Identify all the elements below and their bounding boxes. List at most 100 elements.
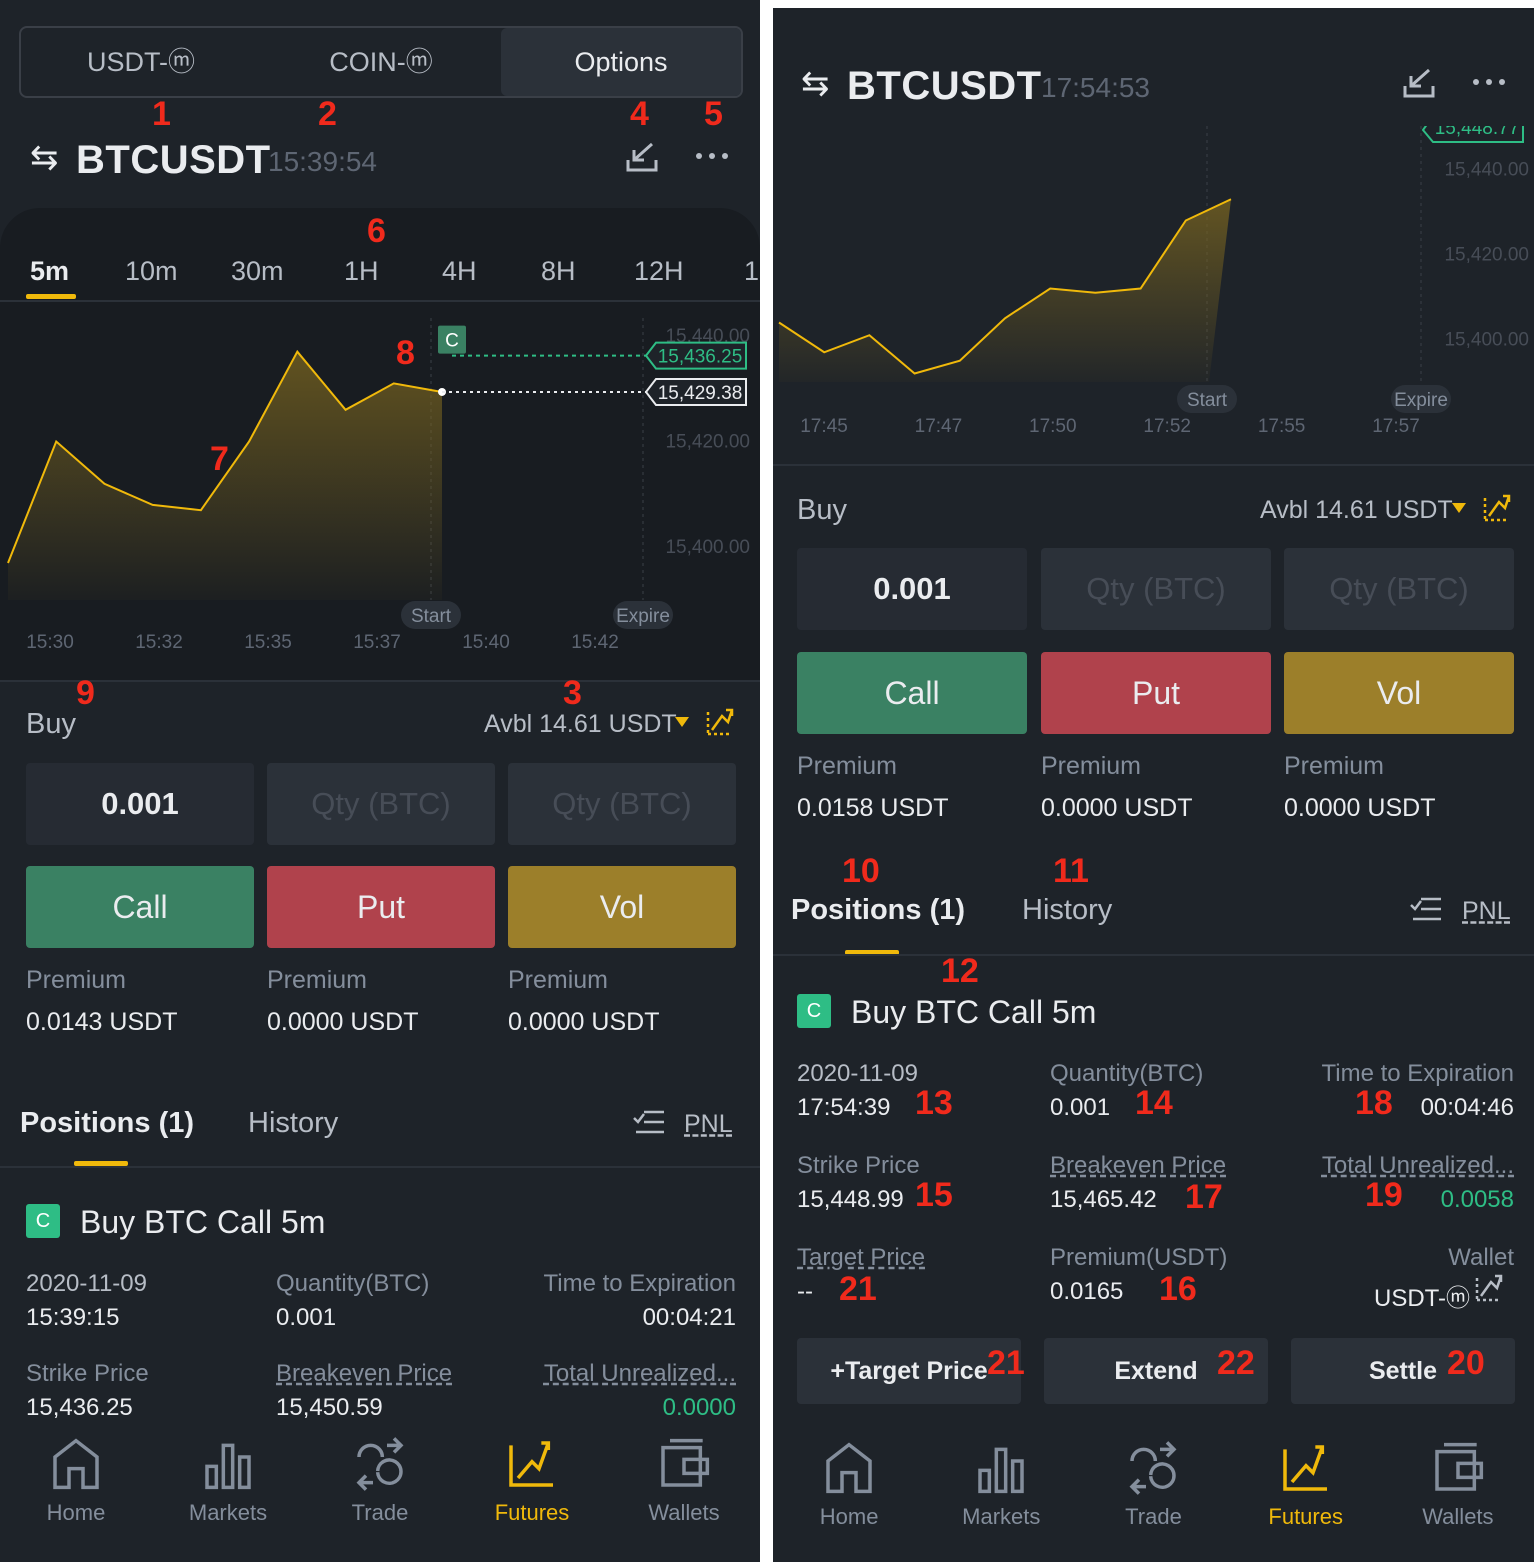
- call-button[interactable]: Call: [797, 652, 1027, 734]
- left-screen: USDT-ⓜ COIN-ⓜ Options 1 2 4 5 ⇆ BTCUSDT …: [0, 0, 760, 1562]
- breakeven-label[interactable]: Breakeven Price: [1050, 1152, 1227, 1179]
- nav-home[interactable]: Home: [0, 1432, 152, 1562]
- home-icon: [826, 1442, 872, 1494]
- wallet-value: USDT-ⓜ: [1374, 1285, 1470, 1312]
- target-price-label[interactable]: Target Price: [797, 1244, 926, 1271]
- tab-positions[interactable]: Positions (1): [20, 1107, 195, 1139]
- nav-label: Markets: [188, 1500, 268, 1525]
- strike-label: Strike Price: [797, 1152, 920, 1179]
- premium-label-vol: Premium: [1284, 752, 1385, 780]
- vol-button[interactable]: Vol: [508, 866, 736, 948]
- premium-label-call: Premium: [26, 966, 127, 994]
- tf-more[interactable]: 1: [744, 256, 760, 286]
- nav-trade[interactable]: Trade: [1077, 1432, 1229, 1562]
- chart-bottom-divider: [773, 464, 1534, 466]
- tab-history[interactable]: History: [248, 1107, 339, 1139]
- tab-history[interactable]: History: [1022, 894, 1113, 926]
- nav-label: Home: [46, 1500, 106, 1525]
- qty-input-vol[interactable]: Qty (BTC): [1284, 548, 1514, 630]
- futures-icon: [509, 1441, 553, 1487]
- unrealized-label[interactable]: Total Unrealized...: [543, 1360, 736, 1387]
- more-icon[interactable]: [1471, 72, 1507, 92]
- pnl-link[interactable]: PNL: [684, 1110, 733, 1138]
- qty-input-put[interactable]: Qty (BTC): [267, 763, 495, 845]
- tf-4h[interactable]: 4H: [442, 256, 477, 286]
- transfer-icon[interactable]: [624, 138, 660, 174]
- nav-label: Trade: [1125, 1504, 1182, 1529]
- annotation-5: 5: [704, 95, 723, 133]
- target-price-value: --: [797, 1278, 813, 1305]
- put-button[interactable]: Put: [267, 866, 495, 948]
- breakeven-value: 15,465.42: [1050, 1186, 1157, 1213]
- price-chart[interactable]: 15,440.00 15,420.00 15,400.00 17:45 17:47 17:…: [773, 126, 1534, 456]
- unrealized-label[interactable]: Total Unrealized...: [1321, 1152, 1514, 1179]
- price-chart[interactable]: 15,440.00 15,420.00 15,400.00 15:30 15:32 15:…: [0, 308, 760, 680]
- vol-button[interactable]: Vol: [1284, 652, 1514, 734]
- add-target-price-button[interactable]: +Target Price: [797, 1338, 1021, 1404]
- available-balance[interactable]: Avbl 14.61 USDT: [1260, 496, 1453, 524]
- pnl-link[interactable]: PNL: [1462, 897, 1511, 925]
- swap-symbol-icon[interactable]: ⇆: [801, 65, 830, 103]
- tab-positions[interactable]: Positions (1): [791, 894, 966, 926]
- annotation-10: 10: [842, 852, 880, 890]
- swap-symbol-icon[interactable]: ⇆: [30, 139, 59, 177]
- qty-input-call[interactable]: 0.001: [797, 548, 1027, 630]
- strike-badge-label: C: [445, 331, 459, 352]
- qty-input-put[interactable]: Qty (BTC): [1041, 548, 1271, 630]
- expire-pill: Expire: [1391, 385, 1451, 413]
- premium-value-put: 0.0000 USDT: [267, 1008, 419, 1036]
- nav-markets[interactable]: Markets: [152, 1432, 304, 1562]
- nav-trade[interactable]: Trade: [304, 1432, 456, 1562]
- positions-divider: [773, 954, 1534, 956]
- tf-10m[interactable]: 10m: [125, 256, 178, 286]
- transfer-funds-icon[interactable]: [1481, 492, 1513, 524]
- tf-12h[interactable]: 12H: [634, 256, 684, 286]
- annotation-12: 12: [941, 952, 979, 990]
- nav-label: Home: [819, 1504, 879, 1529]
- avbl-dropdown-icon[interactable]: [1451, 502, 1467, 514]
- position-title: Buy BTC Call 5m: [80, 1204, 326, 1240]
- nav-markets[interactable]: Markets: [925, 1432, 1077, 1562]
- tab-usdt-m[interactable]: USDT-ⓜ: [87, 47, 195, 77]
- symbol-name[interactable]: BTCUSDT: [76, 138, 271, 182]
- nav-futures[interactable]: Futures: [456, 1432, 608, 1562]
- transfer-funds-icon[interactable]: [704, 706, 736, 738]
- tf-5m[interactable]: 5m: [30, 256, 70, 286]
- transfer-icon[interactable]: [1401, 64, 1437, 100]
- more-icon[interactable]: [694, 146, 730, 166]
- annotation-8: 8: [396, 334, 415, 372]
- breakeven-label[interactable]: Breakeven Price: [276, 1360, 453, 1387]
- y-tick-label: 15,400.00: [1444, 330, 1529, 351]
- position-time: 15:39:15: [26, 1304, 120, 1331]
- tab-options[interactable]: Options: [501, 28, 741, 96]
- filter-list-icon[interactable]: [1409, 895, 1443, 923]
- premium-value-put: 0.0000 USDT: [1041, 794, 1193, 822]
- filter-list-icon[interactable]: [632, 1108, 666, 1136]
- call-button[interactable]: Call: [26, 866, 254, 948]
- put-button[interactable]: Put: [1041, 652, 1271, 734]
- strike-label: Strike Price: [26, 1360, 149, 1387]
- tf-active-underline: [26, 294, 76, 299]
- settle-button[interactable]: Settle: [1291, 1338, 1515, 1404]
- qty-input-vol[interactable]: Qty (BTC): [508, 763, 736, 845]
- symbol-name[interactable]: BTCUSDT: [847, 64, 1042, 108]
- avbl-dropdown-icon[interactable]: [674, 716, 690, 728]
- available-balance[interactable]: Avbl 14.61 USDT: [484, 710, 677, 738]
- nav-label: Futures: [1268, 1504, 1343, 1529]
- position-title: Buy BTC Call 5m: [851, 994, 1097, 1030]
- tab-coin-m[interactable]: COIN-ⓜ: [329, 47, 433, 77]
- nav-wallets[interactable]: Wallets: [608, 1432, 760, 1562]
- tf-8h[interactable]: 8H: [541, 256, 576, 286]
- tf-30m[interactable]: 30m: [231, 256, 284, 286]
- wallet-transfer-icon[interactable]: [1473, 1272, 1505, 1304]
- nav-home[interactable]: Home: [773, 1432, 925, 1562]
- position-date: 2020-11-09: [797, 1060, 918, 1087]
- nav-futures[interactable]: Futures: [1230, 1432, 1382, 1562]
- tf-1h[interactable]: 1H: [344, 256, 379, 286]
- current-price-tag-label: 15,429.38: [658, 383, 743, 404]
- extend-button[interactable]: Extend: [1044, 1338, 1268, 1404]
- quantity-value: 0.001: [1050, 1094, 1111, 1121]
- qty-input-call[interactable]: 0.001: [26, 763, 254, 845]
- nav-wallets[interactable]: Wallets: [1382, 1432, 1534, 1562]
- tf-divider: [0, 300, 760, 302]
